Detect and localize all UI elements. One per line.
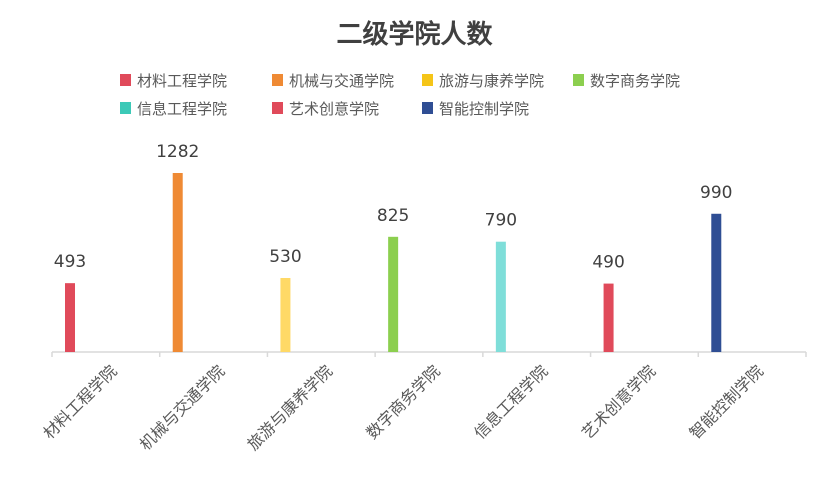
bar [495, 241, 506, 352]
legend-label: 机械与交通学院 [289, 72, 394, 90]
data-label: 790 [485, 211, 517, 231]
legend-label: 信息工程学院 [137, 100, 227, 118]
x-tick-label: 材料工程学院 [39, 361, 120, 442]
legend-swatch [272, 74, 283, 86]
bar [172, 173, 183, 352]
data-label: 990 [700, 183, 732, 203]
x-tick-label: 数字商务学院 [363, 361, 444, 442]
data-label: 490 [592, 253, 624, 273]
data-label: 493 [54, 252, 86, 272]
legend-swatch [120, 74, 131, 86]
x-tick-label: 智能控制学院 [686, 361, 767, 442]
x-tick-label: 机械与交通学院 [136, 361, 229, 454]
legend-label: 旅游与康养学院 [439, 72, 544, 90]
legend-label: 智能控制学院 [439, 100, 529, 118]
legend-swatch [422, 102, 433, 114]
data-label: 1282 [156, 142, 199, 162]
legend-swatch [272, 102, 283, 114]
legend-swatch [120, 102, 131, 114]
legend-swatch [573, 74, 584, 86]
x-tick-label: 艺术创意学院 [578, 361, 659, 442]
data-label: 530 [269, 247, 301, 267]
legend-label: 艺术创意学院 [289, 100, 379, 118]
x-tick-label: 信息工程学院 [470, 361, 551, 442]
x-tick-label: 旅游与康养学院 [243, 361, 336, 454]
chart-title: 二级学院人数 [336, 20, 493, 50]
legend-label: 数字商务学院 [590, 72, 680, 90]
bar [65, 283, 75, 352]
legend-label: 材料工程学院 [137, 72, 227, 90]
bar [280, 277, 291, 352]
bar [603, 283, 614, 352]
data-label: 825 [377, 206, 409, 226]
bar [388, 236, 399, 352]
bar [711, 213, 722, 352]
legend-swatch [422, 74, 433, 86]
